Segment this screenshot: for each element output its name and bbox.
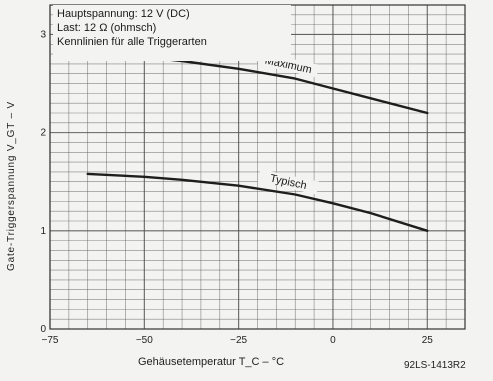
x-axis-label: Gehäusetemperatur T_C – °C <box>138 356 285 368</box>
y-axis-label: Gate-Triggerspannung V_GT – V <box>6 101 17 271</box>
condition-trigger-modes: Kennlinien für alle Triggerarten <box>57 36 207 48</box>
condition-load: Last: 12 Ω (ohmsch) <box>57 22 157 34</box>
y-tick-label: 1 <box>40 226 46 237</box>
series-label-bg <box>257 169 320 195</box>
y-tick-label: 2 <box>40 128 46 139</box>
y-tick-label: 3 <box>40 29 46 40</box>
x-tick-label: 25 <box>422 335 434 346</box>
y-tick-label: 0 <box>40 324 46 335</box>
series-line-typisch <box>86 172 429 232</box>
x-tick-label: −50 <box>136 335 153 346</box>
x-tick-label: 0 <box>330 335 336 346</box>
tick-labels: −75 −50 −25 0 25 0 1 2 3 <box>40 29 433 346</box>
x-tick-label: −25 <box>230 335 247 346</box>
x-tick-label: −75 <box>42 335 59 346</box>
series-label-typisch: Typisch <box>269 173 308 192</box>
condition-main-voltage: Hauptspannung: 12 V (DC) <box>57 8 190 20</box>
figure-id: 92LS-1413R2 <box>404 360 466 371</box>
conditions-note: Hauptspannung: 12 V (DC) Last: 12 Ω (ohm… <box>53 5 291 61</box>
